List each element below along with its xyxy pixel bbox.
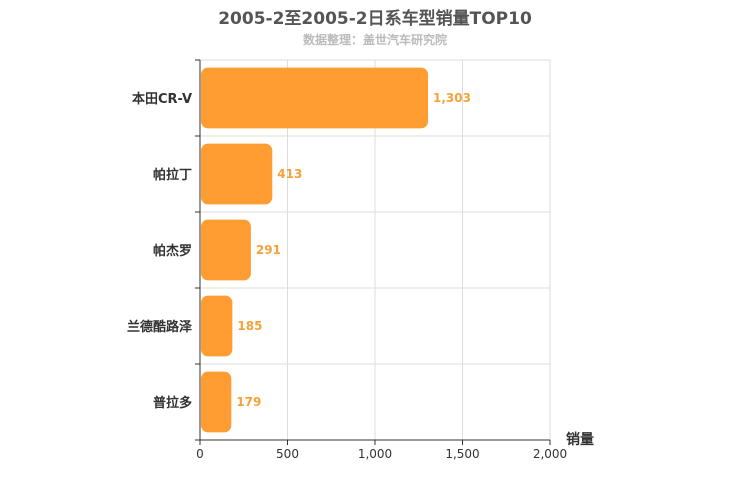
data-label: 291 [256, 243, 281, 257]
data-label: 413 [277, 167, 302, 181]
category-label: 兰德酷路泽 [127, 319, 193, 335]
chart-subtitle: 数据整理：盖世汽车研究院 [302, 33, 447, 47]
category-label: 帕拉丁 [153, 167, 192, 183]
category-label: 帕杰罗 [153, 243, 192, 259]
x-tick-label: 0 [196, 447, 204, 461]
x-axis-title: 销量 [566, 431, 594, 448]
x-tick-label: 500 [276, 447, 299, 461]
x-tick-label: 1,500 [445, 447, 479, 461]
bar [201, 219, 251, 281]
category-label: 普拉多 [153, 395, 192, 411]
chart-title: 2005-2至2005-2日系车型销量TOP10 [218, 9, 532, 29]
data-label: 179 [236, 395, 261, 409]
bar [201, 371, 232, 433]
bar [201, 67, 429, 129]
x-tick-label: 1,000 [358, 447, 392, 461]
bar [201, 295, 233, 357]
x-tick-label: 2,000 [533, 447, 567, 461]
category-label: 本田CR-V [132, 91, 192, 107]
data-label: 185 [237, 319, 262, 333]
data-label: 1,303 [433, 91, 471, 105]
bar [201, 143, 273, 205]
